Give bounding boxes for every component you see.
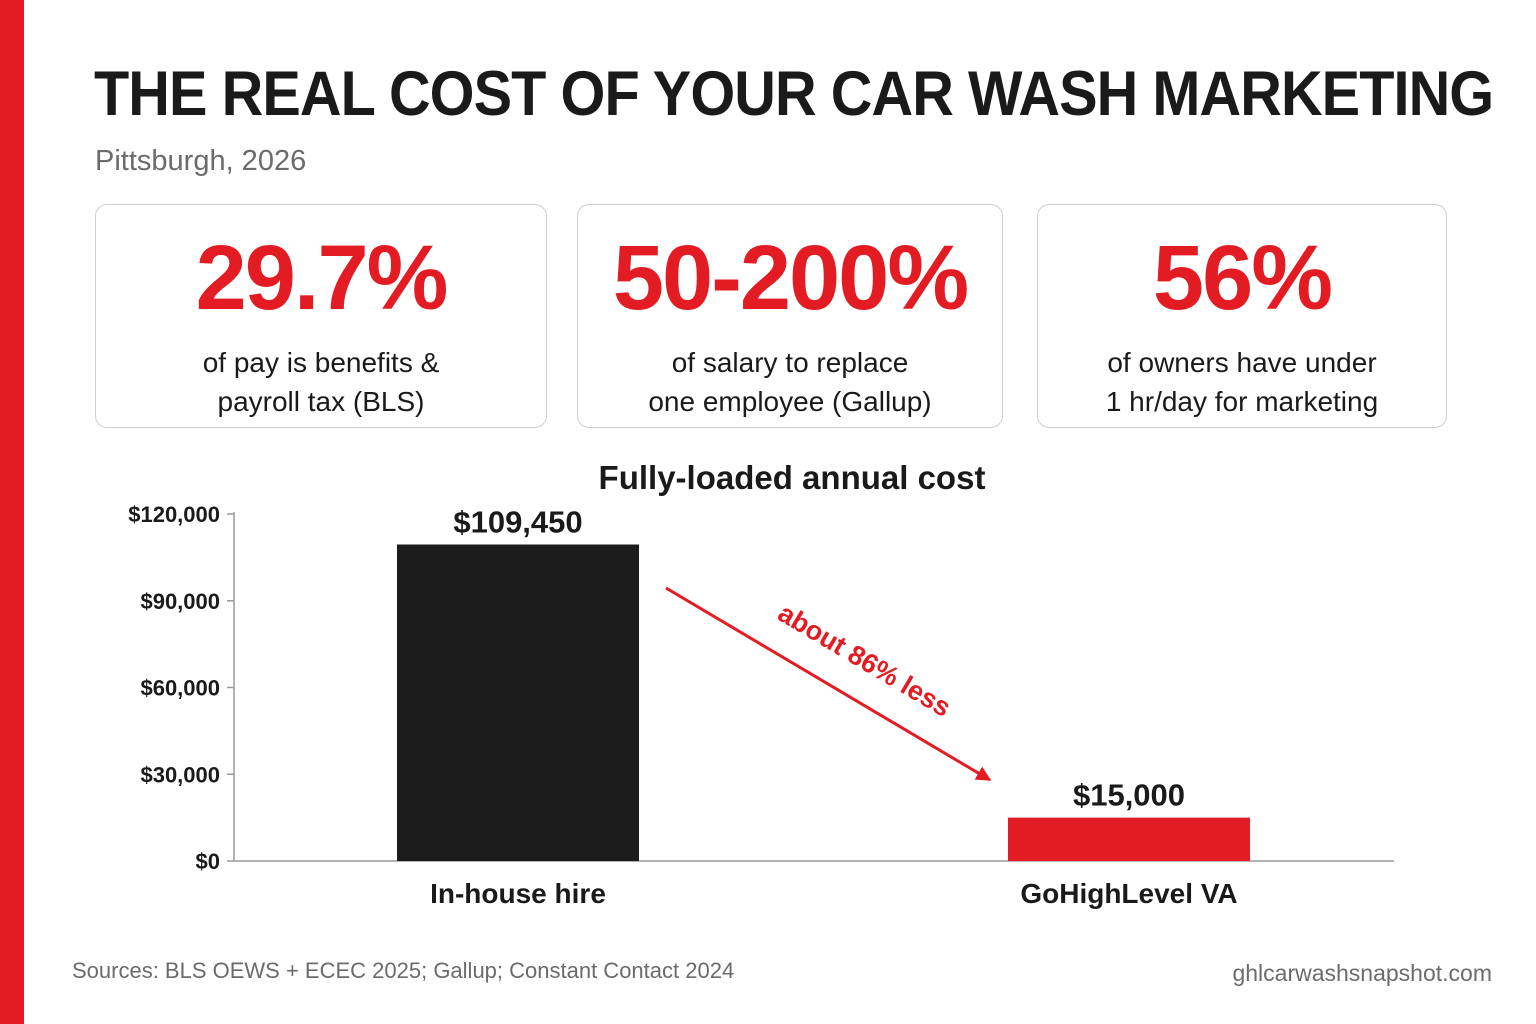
y-tick-label: $30,000 — [140, 762, 220, 787]
page-subtitle: Pittsburgh, 2026 — [95, 145, 307, 177]
stat-value: 50-200% — [612, 227, 969, 329]
stat-caption-line: one employee (Gallup) — [648, 386, 932, 417]
sources-note: Sources: BLS OEWS + ECEC 2025; Gallup; C… — [72, 958, 735, 983]
stat-caption-line: of pay is benefits & — [202, 347, 440, 378]
stat-caption: of pay is benefits & payroll tax (BLS) — [96, 343, 546, 421]
stat-caption: of salary to replace one employee (Gallu… — [578, 343, 1002, 421]
chart-title: Fully-loaded annual cost — [599, 459, 986, 496]
stat-value: 56% — [1152, 227, 1333, 329]
stat-card-replacement: 50-200% of salary to replace one employe… — [577, 204, 1003, 428]
stat-card-owner-time: 56% of owners have under 1 hr/day for ma… — [1037, 204, 1447, 428]
y-tick-label: $120,000 — [128, 502, 220, 527]
stat-caption-line: payroll tax (BLS) — [217, 386, 425, 417]
y-tick-label: $90,000 — [140, 589, 220, 614]
bars: $109,450 In-house hire $15,000 GoHighLevel … — [397, 505, 1250, 909]
accent-side-bar — [0, 0, 24, 1024]
stat-value: 29.7% — [195, 227, 449, 329]
y-axis-ticks: $0 $30,000 $60,000 $90,000 $120,000 — [128, 502, 234, 874]
stat-caption-line: of salary to replace — [671, 347, 909, 378]
cost-bar-chart: Fully-loaded annual cost $0 $30,000 $60,00… — [128, 459, 1394, 909]
decrease-arrow — [665, 586, 992, 782]
stat-caption-line: of owners have under — [1107, 347, 1377, 378]
bar-in-house-hire — [397, 544, 639, 861]
y-tick-label: $0 — [196, 849, 220, 874]
website-url: ghlcarwashsnapshot.com — [1232, 960, 1492, 986]
y-tick-label: $60,000 — [140, 676, 220, 701]
x-category-label: GoHighLevel VA — [1020, 878, 1237, 909]
x-category-label: In-house hire — [430, 878, 606, 909]
stat-card-benefits: 29.7% of pay is benefits & payroll tax (… — [95, 204, 547, 428]
bar-gohighlevel-va — [1008, 817, 1250, 861]
stat-caption-line: 1 hr/day for marketing — [1105, 386, 1379, 417]
stat-caption: of owners have under 1 hr/day for market… — [1038, 343, 1446, 421]
bar-value-label: $15,000 — [1073, 778, 1185, 813]
page-title: THE REAL COST OF YOUR CAR WASH MARKETING — [94, 59, 1494, 129]
bar-value-label: $109,450 — [453, 505, 582, 540]
